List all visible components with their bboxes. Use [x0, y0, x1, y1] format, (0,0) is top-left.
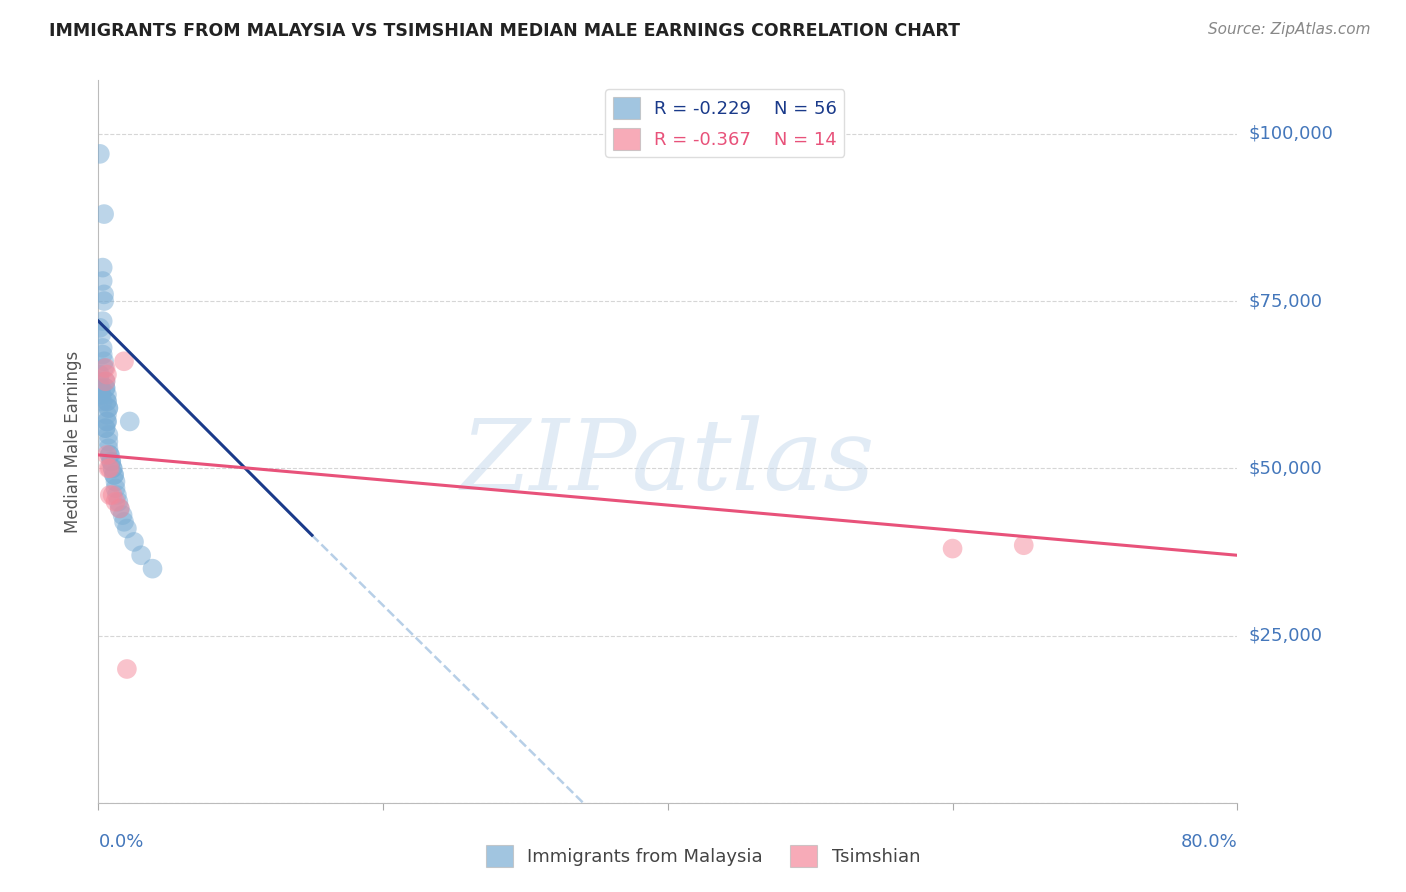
Point [94, 375, 117, 389]
Point [97, 434, 120, 449]
Point [91, 348, 114, 362]
Point [1012, 538, 1035, 552]
Point [90, 381, 112, 395]
Point [118, 414, 141, 428]
Point [96, 368, 118, 382]
Text: $25,000: $25,000 [1249, 626, 1323, 645]
Point [101, 488, 124, 502]
Point [94, 421, 117, 435]
Point [91, 260, 114, 275]
Point [94, 375, 117, 389]
Point [98, 461, 121, 475]
Point [93, 361, 115, 376]
Point [96, 387, 118, 401]
Point [96, 394, 118, 409]
Point [108, 501, 131, 516]
Y-axis label: Median Male Earnings: Median Male Earnings [65, 351, 83, 533]
Point [89, 320, 111, 334]
Point [105, 488, 128, 502]
Text: 80.0%: 80.0% [1181, 833, 1237, 851]
Point [107, 494, 129, 508]
Point [103, 467, 125, 482]
Point [96, 448, 118, 462]
Point [94, 361, 117, 376]
Text: $50,000: $50,000 [1249, 459, 1322, 477]
Point [104, 482, 127, 496]
Legend: Immigrants from Malaysia, Tsimshian: Immigrants from Malaysia, Tsimshian [478, 838, 928, 874]
Point [97, 427, 120, 442]
Point [91, 314, 114, 328]
Point [94, 421, 117, 435]
Point [89, 381, 111, 395]
Point [98, 448, 121, 462]
Text: ZIPatlas: ZIPatlas [461, 416, 875, 511]
Point [96, 408, 118, 422]
Point [104, 494, 127, 508]
Point [93, 293, 115, 308]
Legend: R = -0.229    N = 56, R = -0.367    N = 14: R = -0.229 N = 56, R = -0.367 N = 14 [606, 89, 844, 157]
Point [96, 394, 118, 409]
Point [129, 548, 152, 563]
Point [89, 368, 111, 382]
Point [93, 354, 115, 368]
Point [111, 508, 134, 523]
Point [942, 541, 965, 556]
Point [97, 461, 120, 475]
Point [115, 662, 138, 676]
Point [122, 534, 145, 549]
Text: Source: ZipAtlas.com: Source: ZipAtlas.com [1208, 22, 1371, 37]
Point [90, 387, 112, 401]
Point [96, 414, 118, 428]
Point [97, 401, 120, 416]
Point [108, 501, 131, 516]
Point [94, 381, 117, 395]
Text: $75,000: $75,000 [1249, 292, 1323, 310]
Point [97, 441, 120, 455]
Text: $100,000: $100,000 [1249, 125, 1333, 143]
Point [91, 394, 114, 409]
Text: IMMIGRANTS FROM MALAYSIA VS TSIMSHIAN MEDIAN MALE EARNINGS CORRELATION CHART: IMMIGRANTS FROM MALAYSIA VS TSIMSHIAN ME… [49, 22, 960, 40]
Point [141, 562, 163, 576]
Point [90, 327, 112, 342]
Point [115, 521, 138, 535]
Text: 0.0%: 0.0% [98, 833, 143, 851]
Point [91, 274, 114, 288]
Point [101, 461, 124, 475]
Point [89, 375, 111, 389]
Point [104, 475, 127, 489]
Point [101, 461, 124, 475]
Point [90, 387, 112, 401]
Point [96, 414, 118, 428]
Point [94, 381, 117, 395]
Point [93, 287, 115, 301]
Point [100, 454, 122, 469]
Point [98, 448, 121, 462]
Point [112, 515, 135, 529]
Point [97, 401, 120, 416]
Point [98, 488, 121, 502]
Point [100, 454, 122, 469]
Point [91, 341, 114, 355]
Point [103, 467, 125, 482]
Point [93, 207, 115, 221]
Point [112, 354, 135, 368]
Point [89, 146, 111, 161]
